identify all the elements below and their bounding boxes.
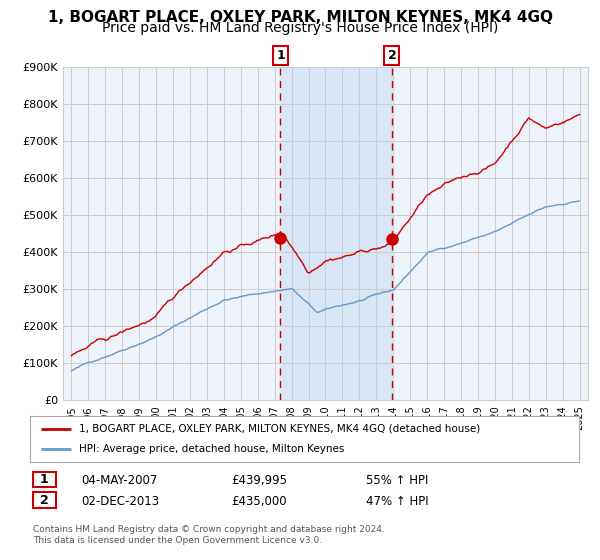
Text: 47% ↑ HPI: 47% ↑ HPI xyxy=(366,494,428,508)
Text: Contains HM Land Registry data © Crown copyright and database right 2024.
This d: Contains HM Land Registry data © Crown c… xyxy=(33,525,385,545)
Bar xyxy=(280,67,392,400)
Text: £439,995: £439,995 xyxy=(231,474,287,487)
Text: 04-MAY-2007: 04-MAY-2007 xyxy=(81,474,157,487)
Text: Price paid vs. HM Land Registry's House Price Index (HPI): Price paid vs. HM Land Registry's House … xyxy=(102,21,498,35)
Text: 2: 2 xyxy=(388,49,396,62)
Text: 1: 1 xyxy=(40,473,49,486)
Text: 55% ↑ HPI: 55% ↑ HPI xyxy=(366,474,428,487)
Text: £435,000: £435,000 xyxy=(231,494,287,508)
Text: HPI: Average price, detached house, Milton Keynes: HPI: Average price, detached house, Milt… xyxy=(79,444,345,454)
Text: 02-DEC-2013: 02-DEC-2013 xyxy=(81,494,159,508)
Text: 1, BOGART PLACE, OXLEY PARK, MILTON KEYNES, MK4 4GQ: 1, BOGART PLACE, OXLEY PARK, MILTON KEYN… xyxy=(47,10,553,25)
Text: 1, BOGART PLACE, OXLEY PARK, MILTON KEYNES, MK4 4GQ (detached house): 1, BOGART PLACE, OXLEY PARK, MILTON KEYN… xyxy=(79,424,481,434)
Text: 2: 2 xyxy=(40,493,49,507)
Text: 1: 1 xyxy=(276,49,285,62)
